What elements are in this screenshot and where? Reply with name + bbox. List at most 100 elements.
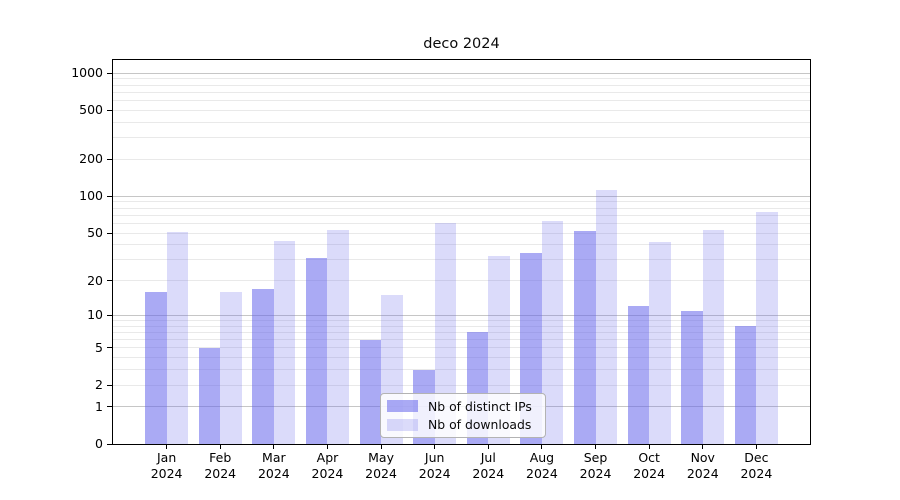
- y-tick-label: 10: [87, 307, 103, 323]
- y-tick-mark: [107, 109, 112, 111]
- bar-distinct-ips-jan: [145, 291, 167, 444]
- bar-distinct-ips-dec: [734, 326, 757, 444]
- gridline-minor: [113, 347, 810, 349]
- gridline-minor: [113, 207, 810, 209]
- gridline-minor: [113, 222, 810, 224]
- bar-downloads-mar: [273, 240, 296, 444]
- gridline-minor: [113, 100, 810, 102]
- x-tick-month: Sep: [583, 450, 608, 465]
- x-tick-label: Jul 2024: [456, 450, 520, 481]
- gridline-minor: [113, 259, 810, 261]
- x-tick-mark: [219, 445, 221, 449]
- x-tick-mark: [648, 445, 650, 449]
- x-tick-mark: [755, 445, 757, 449]
- x-tick-year: 2024: [472, 465, 505, 481]
- x-tick-label: Jun 2024: [403, 450, 467, 481]
- bar-downloads-feb: [220, 291, 242, 444]
- bar-distinct-ips-nov: [681, 310, 703, 444]
- x-tick-label: Aug 2024: [510, 450, 574, 481]
- gridline-minor: [113, 339, 810, 341]
- bar-downloads-dec: [756, 211, 778, 444]
- gridline-minor: [113, 319, 810, 321]
- bar-distinct-ips-apr: [305, 258, 328, 444]
- x-tick-month: Jul: [480, 450, 496, 465]
- y-tick-mark: [107, 406, 112, 408]
- y-tick-label: 5: [95, 339, 103, 355]
- x-tick-year: 2024: [579, 465, 612, 481]
- gridline-minor: [113, 78, 810, 80]
- legend-item-distinct-ips: Nb of distinct IPs: [387, 398, 539, 415]
- x-tick-year: 2024: [365, 465, 397, 481]
- bar-downloads-jan: [166, 231, 189, 444]
- y-tick-mark: [107, 158, 112, 160]
- y-tick-mark: [107, 280, 112, 282]
- gridline-minor: [113, 121, 810, 123]
- x-tick-mark: [326, 445, 328, 449]
- x-tick-label: Jan 2024: [135, 450, 199, 481]
- x-tick-month: Apr: [316, 450, 339, 465]
- gridline-minor: [113, 91, 810, 93]
- y-tick-label: 100: [79, 188, 103, 204]
- x-tick-year: 2024: [740, 465, 773, 481]
- y-tick-mark: [107, 384, 112, 386]
- gridline-major: [113, 72, 810, 74]
- x-tick-month: Aug: [529, 450, 555, 465]
- legend-swatch-distinct-ips: [387, 400, 418, 413]
- y-tick-label: 1: [95, 398, 103, 414]
- gridline-minor: [113, 137, 810, 139]
- x-tick-label: Nov 2024: [671, 450, 735, 481]
- x-tick-year: 2024: [526, 465, 558, 481]
- x-tick-label: Oct 2024: [617, 450, 681, 481]
- x-tick-mark: [541, 445, 543, 449]
- x-tick-label: Feb 2024: [188, 450, 252, 481]
- x-tick-month: Jan: [156, 450, 177, 465]
- x-tick-mark: [273, 445, 275, 449]
- y-tick-label: 2: [95, 377, 103, 393]
- gridline-minor: [113, 369, 810, 371]
- y-tick-mark: [107, 195, 112, 197]
- x-tick-mark: [434, 445, 436, 449]
- gridline-minor: [113, 280, 810, 282]
- gridline-minor: [113, 214, 810, 216]
- x-tick-label: Dec 2024: [724, 450, 788, 481]
- y-tick-label: 200: [79, 151, 103, 167]
- x-tick-mark: [595, 445, 597, 449]
- bar-downloads-oct: [649, 242, 671, 444]
- gridline-minor: [113, 232, 810, 234]
- gridline-minor: [113, 84, 810, 86]
- legend: Nb of distinct IPs Nb of downloads: [380, 393, 546, 438]
- gridline-minor: [113, 384, 810, 386]
- y-tick-mark: [107, 314, 112, 316]
- x-tick-mark: [380, 445, 382, 449]
- gridline-minor: [113, 109, 810, 111]
- y-tick-label: 500: [79, 102, 103, 118]
- x-tick-mark: [487, 445, 489, 449]
- y-tick-label: 50: [87, 225, 103, 241]
- bar-distinct-ips-feb: [198, 347, 221, 444]
- x-tick-label: May 2024: [349, 450, 413, 481]
- x-tick-month: Nov: [690, 450, 715, 465]
- y-tick-label: 1000: [71, 65, 103, 81]
- x-tick-mark: [166, 445, 168, 449]
- x-tick-year: 2024: [418, 465, 451, 481]
- y-tick-label: 0: [95, 436, 103, 451]
- y-tick-mark: [107, 347, 112, 349]
- legend-item-downloads: Nb of downloads: [387, 416, 539, 433]
- plot-area: [112, 59, 811, 445]
- x-tick-label: Mar 2024: [242, 450, 306, 481]
- x-tick-label: Apr 2024: [295, 450, 359, 481]
- chart-title: deco 2024: [423, 36, 500, 52]
- x-tick-year: 2024: [311, 465, 344, 481]
- bar-distinct-ips-mar: [252, 288, 274, 444]
- bar-downloads-aug: [541, 220, 564, 444]
- x-tick-month: Oct: [638, 450, 660, 465]
- bar-distinct-ips-oct: [627, 306, 650, 444]
- x-tick-month: Dec: [744, 450, 769, 465]
- x-tick-month: May: [368, 450, 394, 465]
- bar-distinct-ips-may: [359, 339, 382, 444]
- bar-distinct-ips-sep: [574, 230, 596, 444]
- bar-downloads-nov: [702, 229, 725, 444]
- x-tick-label: Sep 2024: [564, 450, 628, 481]
- y-tick-mark: [107, 72, 112, 74]
